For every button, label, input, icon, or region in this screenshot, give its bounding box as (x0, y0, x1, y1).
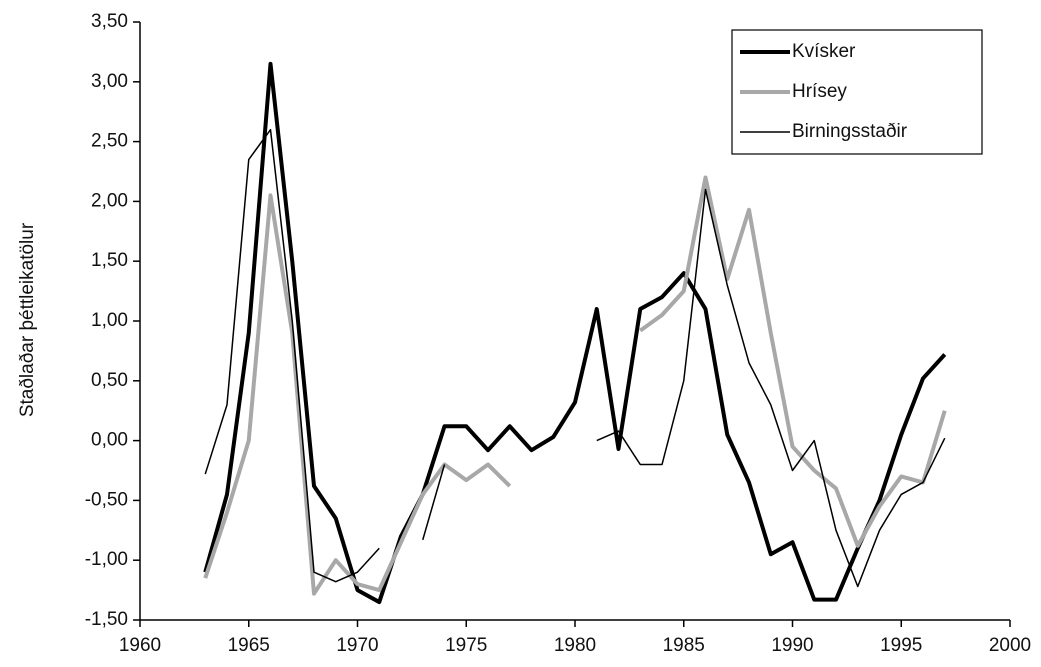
y-tick-label: 2,00 (91, 190, 128, 211)
y-tick-label: -1,00 (85, 549, 128, 570)
legend-label: Hrísey (792, 81, 847, 102)
y-tick-label: -0,50 (85, 489, 128, 510)
x-tick-label: 1985 (663, 635, 705, 656)
series-line (203, 61, 947, 605)
x-tick-label: 1975 (445, 635, 487, 656)
x-tick-label: 1990 (771, 635, 813, 656)
y-axis-label: Staðlaðar þéttleikatölur (17, 222, 38, 417)
y-tick-label: 2,50 (91, 131, 128, 152)
y-tick-label: 3,50 (91, 11, 128, 32)
y-tick-label: 1,50 (91, 250, 128, 271)
y-tick-label: -1,50 (85, 609, 128, 630)
y-tick-label: 1,00 (91, 310, 128, 331)
x-tick-label: 1970 (336, 635, 378, 656)
legend-label: Birningsstaðir (792, 121, 908, 142)
x-tick-label: 1965 (228, 635, 270, 656)
series-line (203, 175, 947, 596)
x-tick-label: 1960 (119, 635, 161, 656)
y-tick-label: 0,50 (91, 370, 128, 391)
y-tick-label: 0,00 (91, 430, 128, 451)
x-tick-label: 1980 (554, 635, 596, 656)
y-tick-label: 3,00 (91, 71, 128, 92)
x-tick-label: 1995 (880, 635, 922, 656)
series-line (204, 128, 946, 588)
x-tick-label: 2000 (989, 635, 1031, 656)
legend-label: Kvísker (792, 41, 856, 62)
